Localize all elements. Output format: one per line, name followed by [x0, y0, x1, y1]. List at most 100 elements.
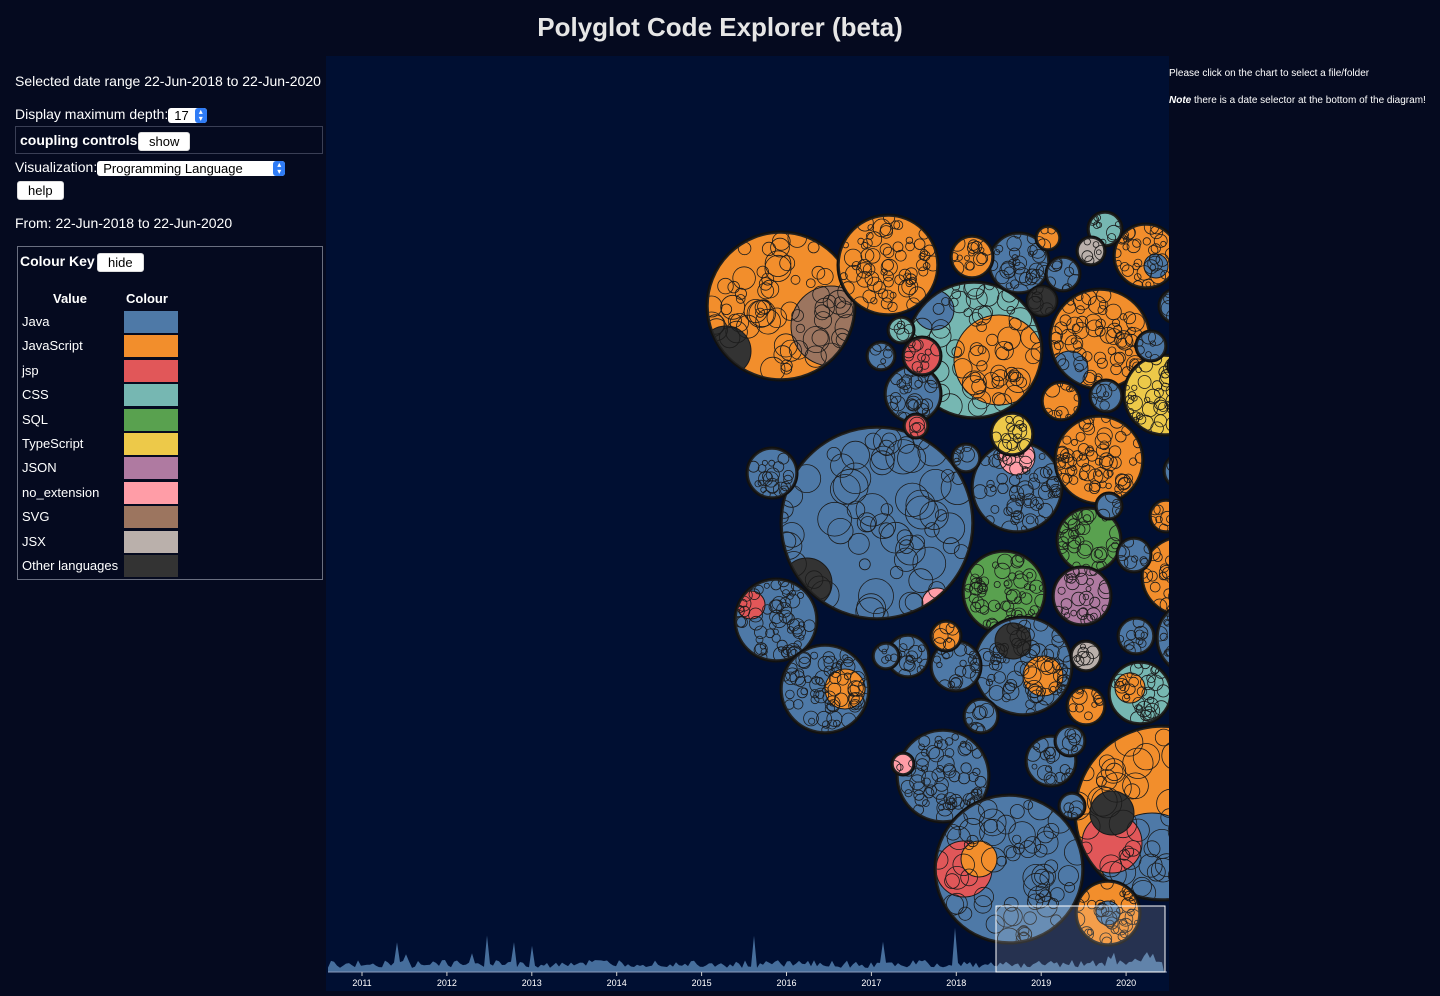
colour-key-label: JSON — [22, 460, 57, 476]
directory-circle[interactable] — [1053, 413, 1146, 506]
directory-circle[interactable] — [1112, 220, 1180, 291]
date-selector-timeline[interactable]: 2011 2012 2013 2014 2015 2016 2017 2018 2019 2020 — [328, 905, 1167, 988]
directory-circle[interactable] — [901, 335, 944, 377]
directory-circle[interactable] — [987, 231, 1052, 299]
from-date-text: From: 22-Jun-2018 to 22-Jun-2020 — [15, 215, 233, 231]
directory-circle[interactable] — [1162, 452, 1200, 491]
colour-key-item: JSX — [22, 530, 312, 555]
directory-circle[interactable] — [1088, 378, 1124, 414]
selected-date-range: Selected date range 22-Jun-2018 to 22-Ju… — [15, 73, 321, 89]
colour-key-swatch — [124, 311, 178, 333]
directory-circle[interactable] — [972, 612, 1076, 718]
directory-circle[interactable] — [902, 412, 930, 440]
timeline-year-label: 2017 — [861, 978, 881, 988]
directory-circle[interactable] — [894, 728, 991, 826]
visualization-select[interactable]: Programming Language ▴ ▾ — [97, 160, 286, 176]
directory-circle[interactable] — [1053, 724, 1087, 758]
date-range-brush — [995, 905, 1166, 973]
directory-circle[interactable] — [1148, 498, 1184, 534]
directory-circle[interactable] — [1107, 659, 1173, 726]
colour-key-panel: Colour Key hide Value Colour Java JavaScr… — [17, 246, 323, 580]
colour-key-label: no_extension — [22, 484, 100, 500]
directory-circle[interactable] — [1116, 616, 1156, 658]
colour-key-swatch — [124, 530, 178, 553]
timeline-year-label: 2012 — [437, 978, 457, 988]
value-column-header: Value — [53, 291, 87, 306]
directory-circle[interactable] — [1134, 329, 1168, 364]
colour-key-item: SQL — [22, 408, 312, 433]
select-arrows-icon: ▴ ▾ — [194, 107, 207, 123]
timeline-year-label: 2014 — [607, 978, 627, 988]
colour-key-swatch — [124, 335, 178, 358]
directory-circle[interactable] — [1065, 685, 1108, 727]
directory-circle[interactable] — [929, 639, 984, 693]
colour-key-item: jsp — [22, 359, 312, 384]
coupling-controls-panel: coupling controls show — [15, 126, 323, 154]
directory-circle[interactable] — [1057, 791, 1087, 822]
info-panel: Please click on the chart to select a fi… — [1169, 68, 1440, 106]
coupling-label: coupling controls — [20, 132, 138, 148]
colour-key-label: TypeScript — [22, 436, 84, 451]
directory-circle[interactable] — [733, 576, 819, 663]
colour-key-item: Java — [22, 311, 312, 335]
timeline-year-label: 2011 — [352, 978, 371, 988]
directory-circle[interactable] — [1051, 563, 1114, 627]
directory-circle[interactable] — [989, 411, 1035, 457]
directory-circle[interactable] — [888, 751, 916, 777]
colour-key-hide-button[interactable]: hide — [97, 253, 144, 272]
timeline-year-label: 2013 — [522, 978, 542, 988]
directory-circle[interactable] — [886, 315, 916, 345]
timeline-year-label: 2015 — [692, 978, 712, 988]
directory-circle[interactable] — [949, 234, 995, 280]
directory-circle[interactable] — [1114, 536, 1154, 574]
coupling-show-button[interactable]: show — [138, 132, 191, 151]
visualization-value: Programming Language — [103, 160, 243, 176]
colour-key-title: Colour Key — [20, 253, 95, 269]
colour-column-header: Colour — [126, 291, 168, 306]
directory-circle[interactable] — [883, 364, 943, 426]
colour-key-label: SVG — [22, 509, 50, 525]
directory-circle[interactable] — [1071, 877, 1142, 947]
directory-circle[interactable] — [775, 425, 975, 626]
directory-circle[interactable] — [1054, 506, 1125, 574]
colour-key-swatch — [124, 481, 178, 504]
directory-circle[interactable] — [1025, 282, 1059, 318]
colour-key-label: jsp — [22, 362, 39, 378]
help-button[interactable]: help — [17, 181, 64, 200]
directory-circle[interactable] — [1045, 287, 1152, 391]
colour-key-item: no_extension — [22, 481, 312, 506]
directory-circle[interactable] — [929, 619, 963, 653]
instruction-text: Please click on the chart to select a fi… — [1169, 68, 1370, 79]
depth-select[interactable]: 17 ▴ ▾ — [168, 107, 207, 123]
timeline-year-label: 2020 — [1116, 978, 1136, 988]
directory-circle[interactable] — [962, 697, 1000, 738]
timeline-year-label: 2019 — [1031, 978, 1051, 988]
colour-key-item: JSON — [22, 457, 312, 481]
directory-circle[interactable] — [865, 337, 897, 372]
directory-circle[interactable] — [1075, 235, 1109, 267]
colour-key-swatch — [124, 433, 178, 455]
directory-circle[interactable] — [871, 641, 901, 671]
timeline-year-label: 2016 — [776, 978, 796, 988]
directory-circle[interactable] — [1069, 639, 1103, 673]
directory-circle[interactable] — [1040, 379, 1082, 424]
colour-key-swatch — [124, 384, 178, 407]
chart-svg[interactable]: 2011 2012 2013 2014 2015 2016 2017 2018 2019 2020 — [326, 56, 1440, 991]
directory-circle[interactable] — [779, 643, 874, 735]
directory-circle[interactable] — [1033, 224, 1062, 253]
page-title: Polyglot Code Explorer (beta) — [537, 12, 903, 42]
language-circle-pack-chart[interactable]: 2011 2012 2013 2014 2015 2016 2017 2018 2019 2020 — [326, 56, 1440, 991]
note-label: Note — [1169, 95, 1192, 106]
colour-key-label: JavaScript — [22, 338, 83, 354]
directory-circle[interactable] — [1044, 255, 1083, 293]
colour-key-label: Other languages — [22, 558, 119, 573]
directory-circle[interactable] — [745, 446, 799, 500]
colour-key-label: JSX — [22, 533, 46, 549]
colour-key-swatch — [124, 506, 178, 529]
directory-circle[interactable] — [1157, 287, 1195, 325]
directory-circle[interactable] — [950, 442, 982, 474]
colour-key-label: SQL — [22, 411, 49, 427]
directory-circle[interactable] — [1094, 488, 1128, 523]
directory-circle[interactable] — [836, 212, 941, 317]
directory-circle[interactable] — [961, 549, 1048, 635]
